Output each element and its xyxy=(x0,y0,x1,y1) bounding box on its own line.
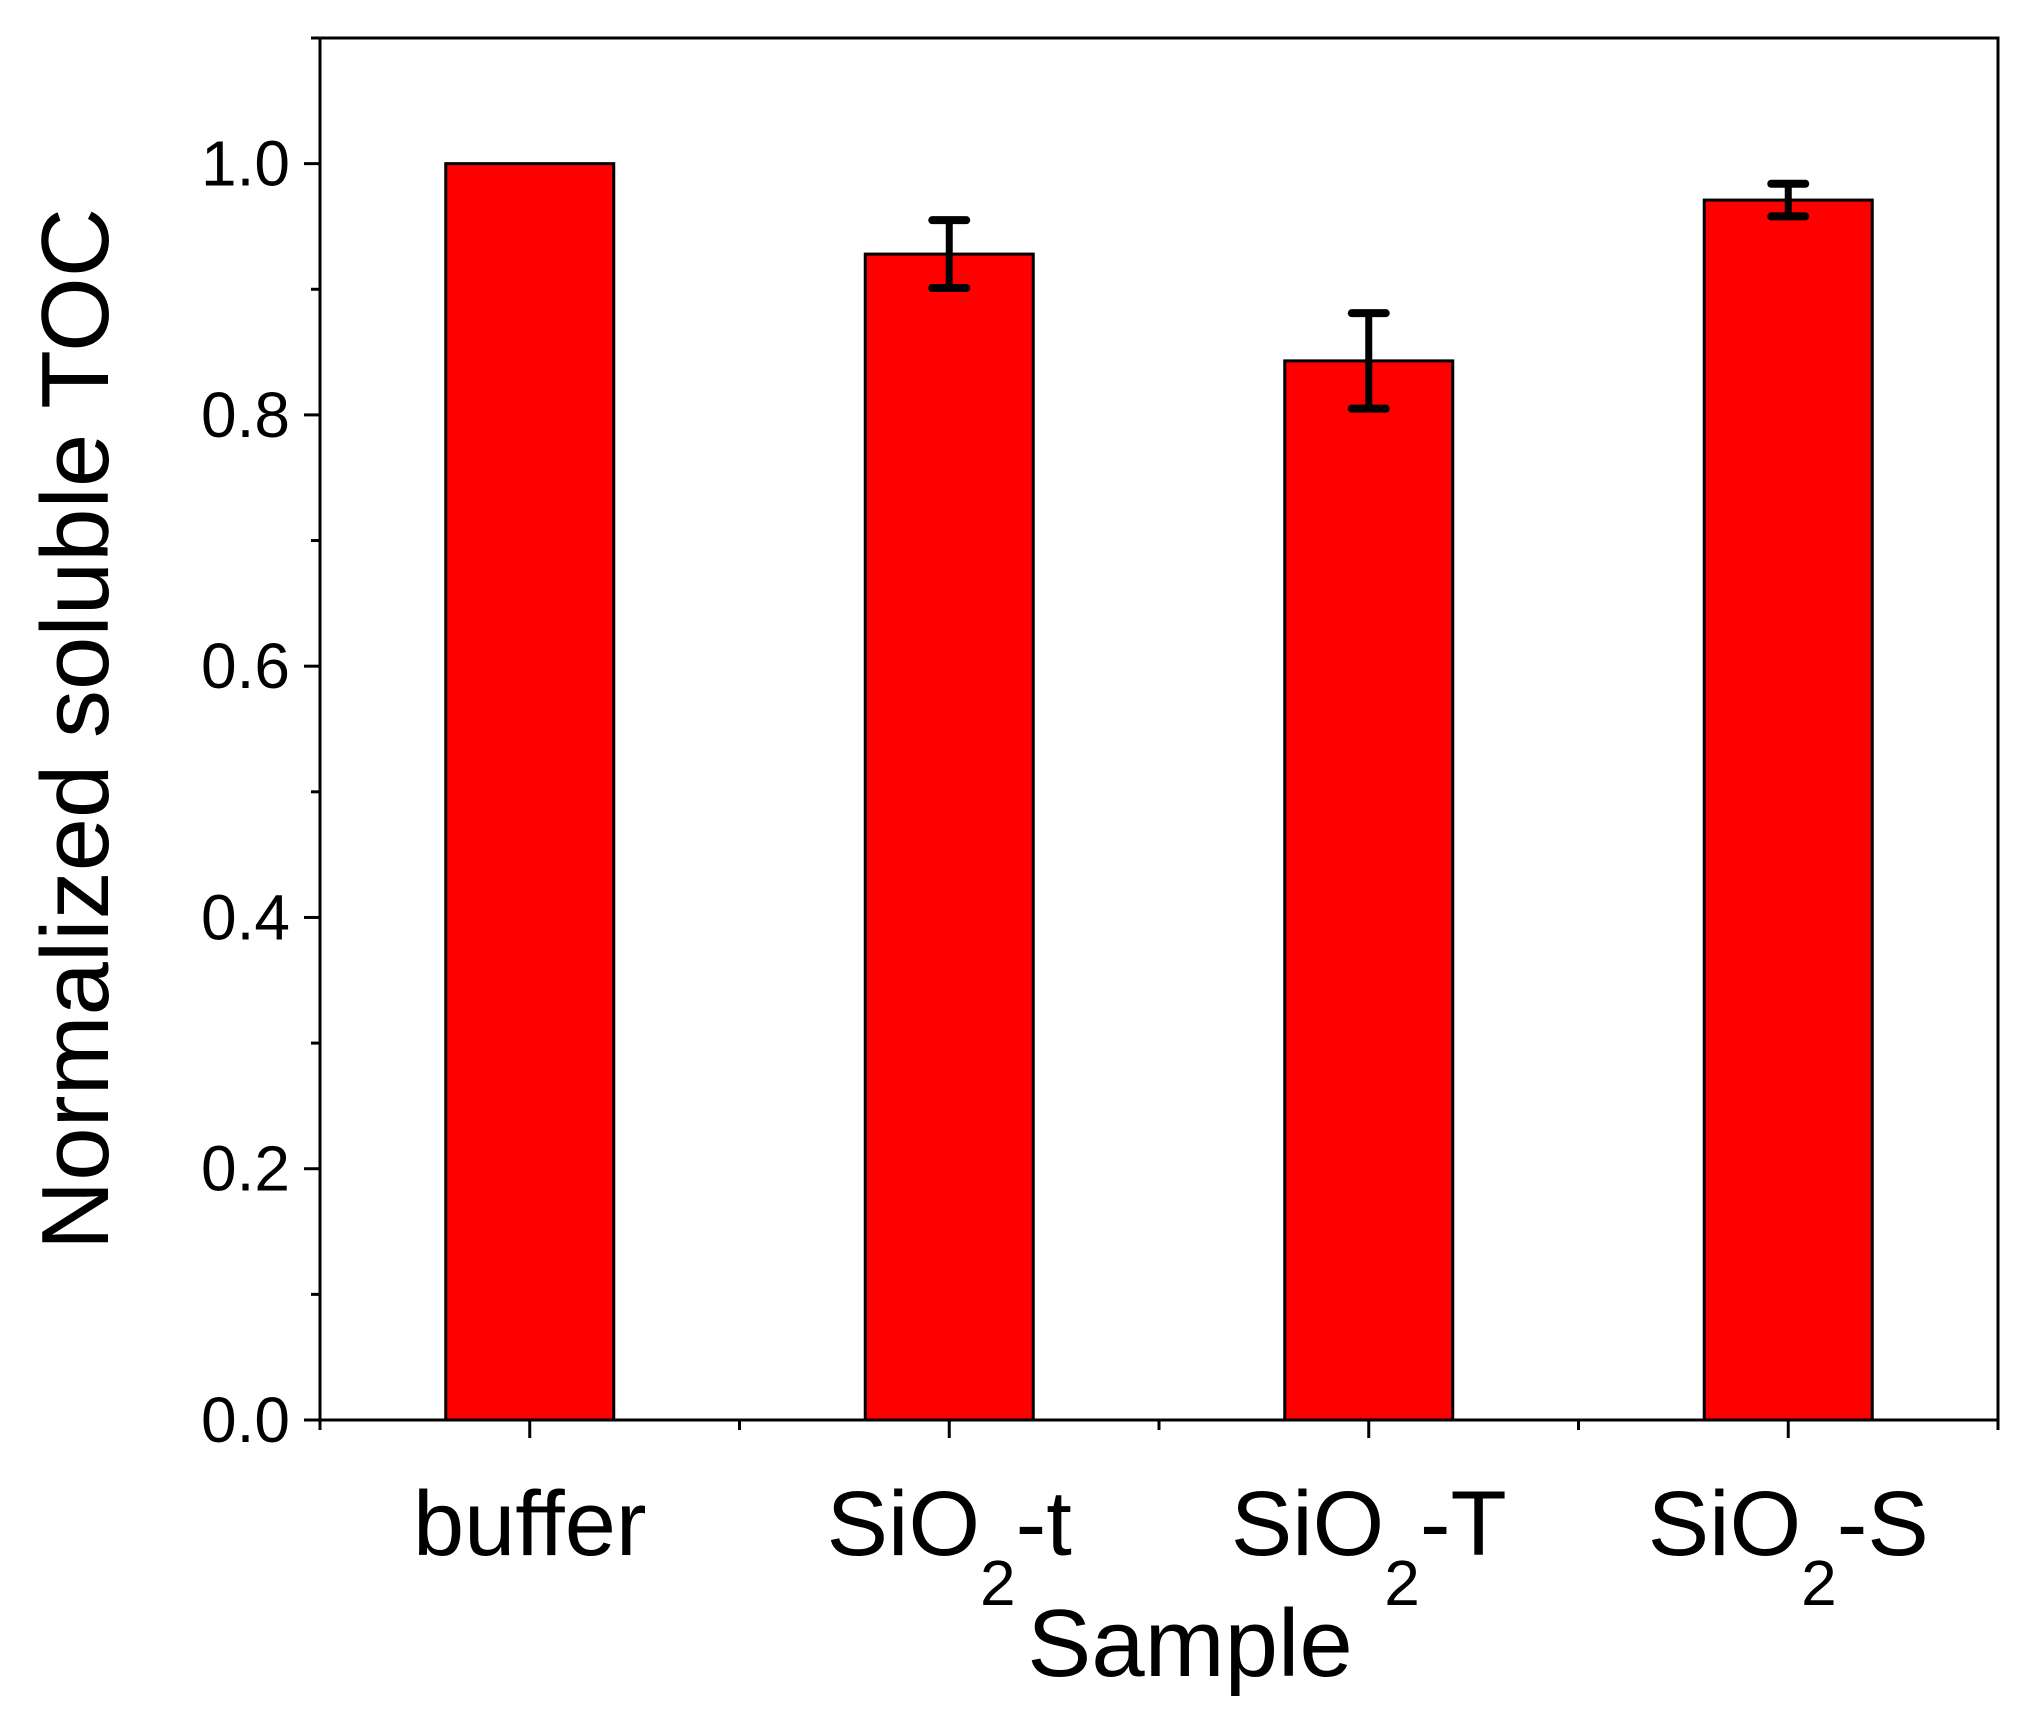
x-tick-label: SiO2-T xyxy=(1231,1473,1507,1619)
y-tick-label: 0.8 xyxy=(201,379,290,451)
x-tick-label-base: buffer xyxy=(413,1473,647,1575)
y-tick-label: 1.0 xyxy=(201,128,290,200)
x-tick-label-suffix: -T xyxy=(1420,1473,1507,1575)
x-tick-label-subscript: 2 xyxy=(1801,1547,1837,1619)
y-tick-label: 0.4 xyxy=(201,881,290,953)
x-tick-label-subscript: 2 xyxy=(980,1547,1016,1619)
x-tick-label-suffix: -t xyxy=(1016,1473,1072,1575)
x-tick-label-base: SiO xyxy=(1648,1473,1801,1575)
x-axis-title: Sample xyxy=(1027,1590,1353,1697)
bar xyxy=(1702,198,1874,1422)
y-tick-label: 0.0 xyxy=(201,1384,290,1456)
error-bars xyxy=(928,179,1810,413)
y-tick-label: 0.6 xyxy=(201,630,290,702)
bar xyxy=(444,162,616,1422)
x-tick-label-base: SiO xyxy=(1231,1473,1384,1575)
y-tick-label: 0.2 xyxy=(201,1133,290,1205)
x-tick-label-suffix: -S xyxy=(1837,1473,1929,1575)
x-axis xyxy=(318,1420,2000,1438)
bar xyxy=(863,252,1035,1422)
x-tick-label: SiO2-S xyxy=(1648,1473,1929,1619)
y-axis: 0.0 0.2 0.4 0.6 0.8 1.0 xyxy=(201,36,320,1456)
x-tick-labels: buffer SiO2-t SiO2-T SiO2-S xyxy=(413,1473,1929,1619)
x-tick-label: SiO2-t xyxy=(827,1473,1072,1619)
y-axis-title: Normalized soluble TOC xyxy=(22,208,129,1250)
x-tick-label-subscript: 2 xyxy=(1384,1547,1420,1619)
bars xyxy=(444,162,1874,1422)
x-tick-label-base: SiO xyxy=(827,1473,980,1575)
bar xyxy=(1283,359,1455,1422)
x-tick-label: buffer xyxy=(413,1473,647,1575)
